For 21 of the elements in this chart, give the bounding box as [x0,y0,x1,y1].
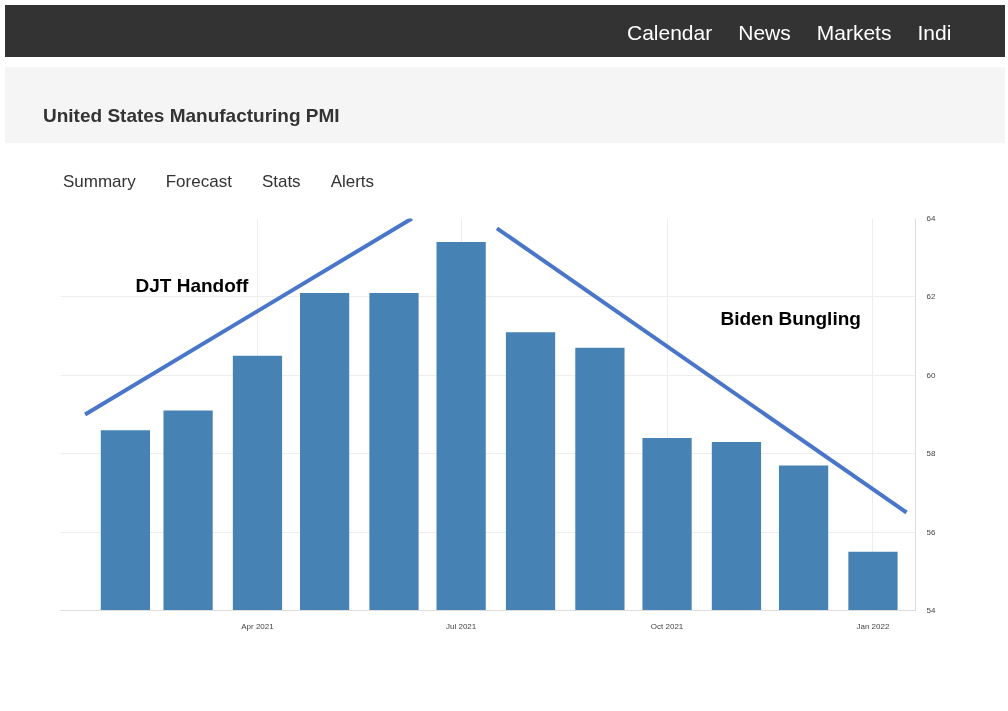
y-tick-label: 60 [926,370,936,380]
text: Forecast [165,172,232,191]
y-tick-label: 56 [926,527,936,537]
text: Stats [261,172,301,191]
text: Alerts [330,172,375,191]
y-tick-label: 54 [926,606,936,615]
y-tick-label: 58 [926,449,936,459]
y-tick-label: 62 [926,292,936,302]
text: Markets [816,21,892,44]
x-tick-label: Jul 2021 [446,621,477,631]
x-tick-label: Jan 2022 [856,621,890,631]
text: Indi [917,21,952,44]
annotation: Biden Bungling [720,307,861,329]
x-tick-label: Apr 2021 [241,621,275,631]
text: Summary [63,172,136,191]
text: News [738,21,791,44]
annotation: DJT Handoff [135,274,250,296]
text: Calendar [627,21,713,44]
chart-title: United States Manufacturing PMI [43,104,340,128]
x-tick-label: Oct 2021 [650,621,684,631]
y-tick-label: 64 [926,214,936,223]
